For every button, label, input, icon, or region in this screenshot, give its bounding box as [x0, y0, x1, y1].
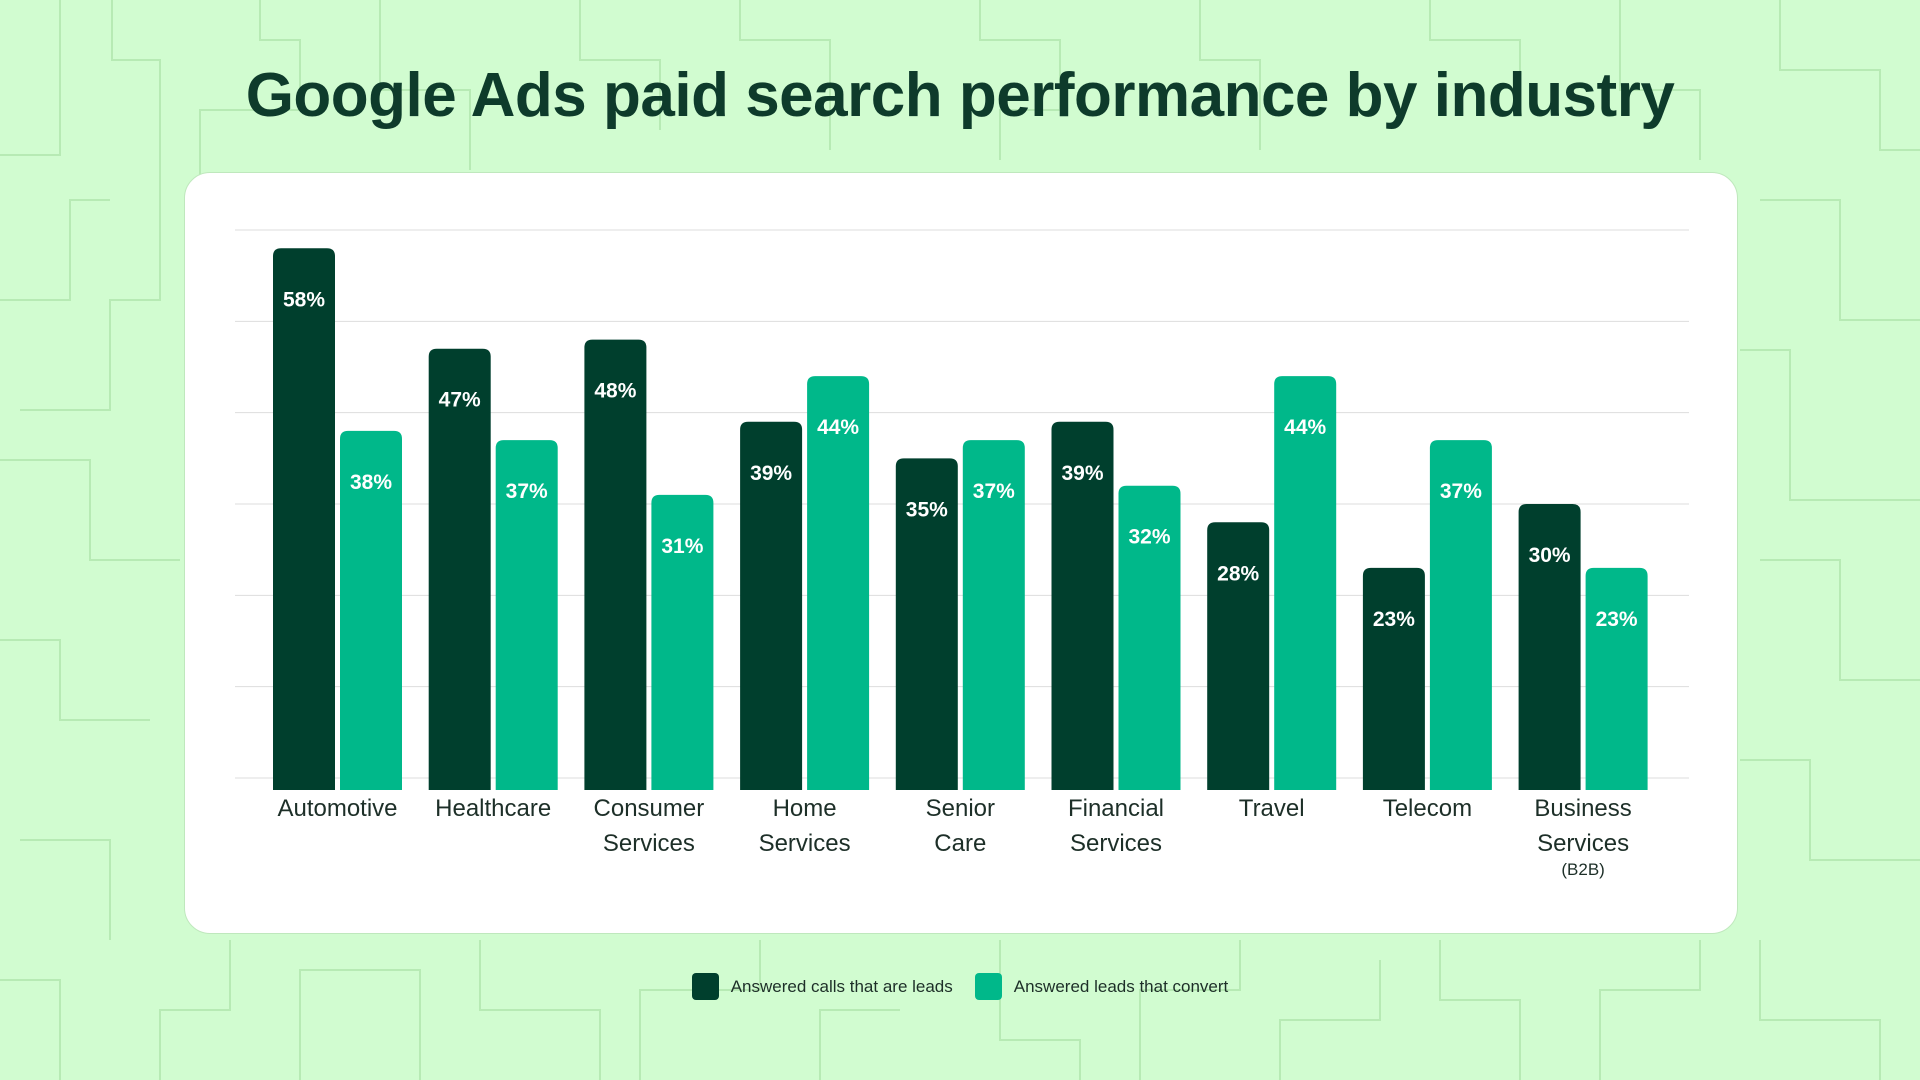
- category-label-3-1: Services: [759, 830, 851, 857]
- data-label-calls-leads-2: 48%: [594, 380, 636, 403]
- category-label-0-0: Automotive: [277, 795, 397, 822]
- bar-leads-convert-0: [340, 430, 402, 790]
- category-label-3-0: Home: [773, 795, 837, 822]
- chart-card: 58% 38% Automotive 47% 37% Healthcare 48% 31% Co…: [184, 172, 1738, 934]
- category-label-4-1: Care: [934, 830, 986, 857]
- category-note-8: (B2B): [1561, 860, 1604, 879]
- data-label-calls-leads-4: 35%: [906, 498, 948, 521]
- category-label-5-1: Services: [1070, 830, 1162, 857]
- bar-calls-leads-4: [895, 458, 958, 790]
- bar-leads-convert-4: [962, 440, 1025, 790]
- category-label-8-1: Services: [1537, 830, 1629, 857]
- category-label-7-0: Telecom: [1383, 795, 1472, 822]
- bar-calls-leads-8: [1518, 504, 1581, 790]
- bar-calls-leads-5: [1051, 421, 1114, 790]
- data-label-calls-leads-8: 30%: [1529, 544, 1571, 567]
- legend-item-calls-leads: Answered calls that are leads: [691, 973, 953, 1000]
- bar-leads-convert-8: [1585, 567, 1648, 790]
- category-label-8-0: Business: [1534, 795, 1631, 822]
- category-label-2-1: Services: [603, 830, 695, 857]
- legend-label-leads-convert: Answered leads that convert: [1013, 976, 1229, 996]
- data-label-calls-leads-7: 23%: [1373, 608, 1415, 631]
- data-label-leads-convert-1: 37%: [506, 480, 548, 503]
- legend-label-calls-leads: Answered calls that are leads: [730, 976, 953, 996]
- chart-legend: Answered calls that are leads Answered l…: [0, 973, 1920, 1000]
- category-label-5-0: Financial: [1068, 795, 1164, 822]
- bar-calls-leads-1: [428, 348, 491, 790]
- bar-leads-convert-7: [1429, 440, 1492, 790]
- data-label-leads-convert-2: 31%: [661, 535, 703, 558]
- page-title: Google Ads paid search performance by in…: [245, 61, 1675, 130]
- bar-calls-leads-0: [273, 248, 335, 790]
- legend-swatch-light: [974, 973, 1002, 1000]
- data-label-leads-convert-3: 44%: [817, 416, 859, 439]
- data-label-leads-convert-4: 37%: [973, 480, 1015, 503]
- bar-calls-leads-6: [1207, 522, 1270, 790]
- bar-leads-convert-6: [1274, 376, 1337, 790]
- category-label-6-0: Travel: [1239, 795, 1305, 822]
- bar-leads-convert-2: [651, 494, 714, 790]
- category-label-2-0: Consumer: [594, 795, 705, 822]
- bar-leads-convert-5: [1118, 485, 1181, 790]
- category-label-4-0: Senior: [926, 795, 995, 822]
- bar-leads-convert-3: [807, 376, 870, 790]
- bar-calls-leads-7: [1362, 567, 1425, 790]
- category-label-1-0: Healthcare: [435, 795, 551, 822]
- bar-leads-convert-1: [495, 440, 558, 790]
- data-label-leads-convert-5: 32%: [1128, 526, 1170, 549]
- data-label-calls-leads-3: 39%: [750, 462, 792, 485]
- data-label-leads-convert-6: 44%: [1284, 416, 1326, 439]
- data-label-calls-leads-5: 39%: [1061, 462, 1103, 485]
- data-label-calls-leads-1: 47%: [439, 389, 481, 412]
- data-label-leads-convert-8: 23%: [1596, 608, 1638, 631]
- data-label-calls-leads-0: 58%: [283, 288, 325, 311]
- bar-chart: 58% 38% Automotive 47% 37% Healthcare 48% 31% Co…: [235, 229, 1689, 879]
- data-label-calls-leads-6: 28%: [1217, 562, 1259, 585]
- legend-item-leads-convert: Answered leads that convert: [974, 973, 1229, 1000]
- bar-calls-leads-3: [740, 421, 803, 790]
- data-label-leads-convert-7: 37%: [1440, 480, 1482, 503]
- data-label-leads-convert-0: 38%: [350, 471, 392, 494]
- bar-calls-leads-2: [584, 339, 647, 790]
- legend-swatch-dark: [691, 973, 719, 1000]
